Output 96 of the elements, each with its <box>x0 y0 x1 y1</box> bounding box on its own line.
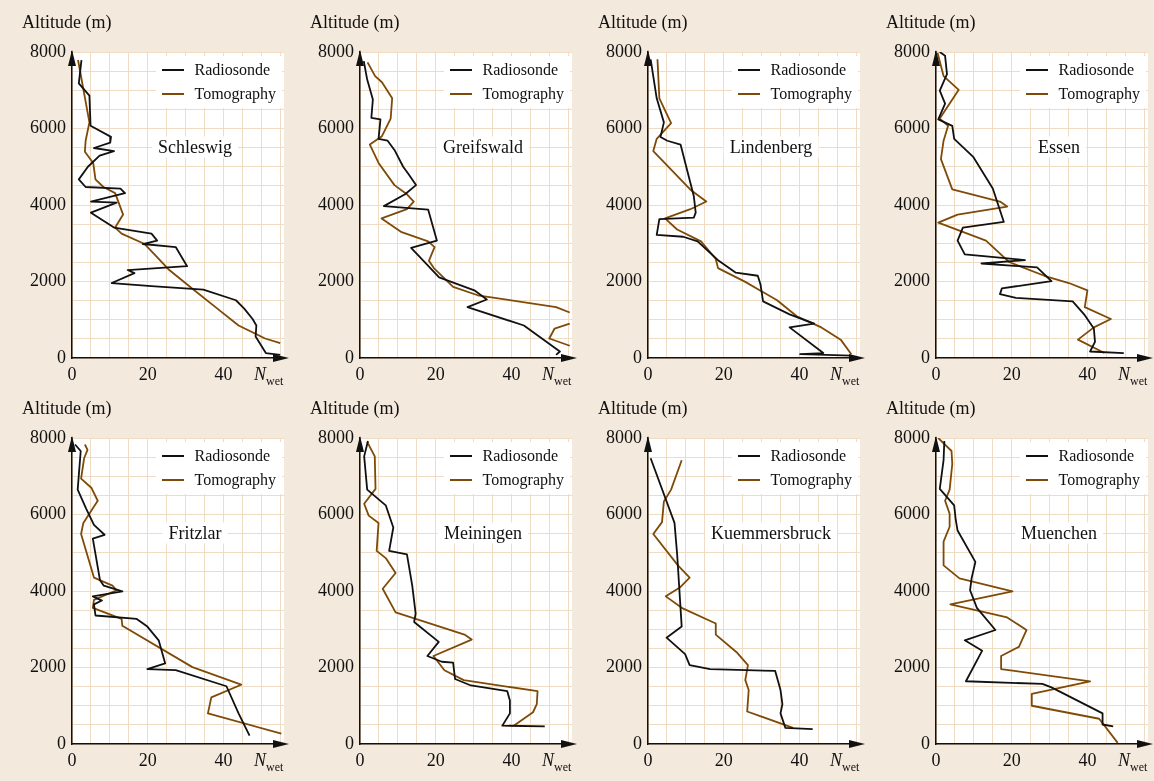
y-axis-title: Altitude (m) <box>310 398 400 419</box>
x-tick-label: 40 <box>502 749 521 770</box>
y-tick-label: 4000 <box>30 193 66 214</box>
y-tick-label: 0 <box>921 732 930 753</box>
legend-label: Radiosonde <box>770 447 847 465</box>
y-axis-title: Altitude (m) <box>598 398 688 419</box>
legend-label: Tomography <box>194 85 276 103</box>
legend-label: Tomography <box>770 471 852 489</box>
y-tick-label: 8000 <box>894 426 930 447</box>
x-tick-label: 20 <box>714 363 733 384</box>
y-tick-label: 2000 <box>30 656 66 677</box>
y-tick-label: 6000 <box>30 503 66 524</box>
y-axis-title: Altitude (m) <box>22 398 112 419</box>
y-tick-label: 2000 <box>894 656 930 677</box>
text: Kuemmersbruck <box>704 522 837 544</box>
text: Muenchen <box>1014 522 1103 544</box>
y-tick-label: 2000 <box>606 656 642 677</box>
x-tick-label: 40 <box>1078 363 1097 384</box>
text: Greifswald <box>436 136 529 158</box>
legend-label: Radiosonde <box>482 447 559 465</box>
legend-label: Radiosonde <box>1058 447 1135 465</box>
y-tick-label: 8000 <box>318 40 354 61</box>
y-tick-label: 0 <box>345 732 354 753</box>
x-tick-label: 40 <box>214 363 233 384</box>
y-tick-label: 4000 <box>318 193 354 214</box>
y-tick-label: 6000 <box>894 503 930 524</box>
x-axis-title: N$_{wet}$ <box>254 750 284 775</box>
x-axis-title: N$_{wet}$ <box>542 364 572 389</box>
x-tick-label: 20 <box>426 749 445 770</box>
y-tick-label: 4000 <box>894 579 930 600</box>
y-tick-label: 0 <box>57 346 66 367</box>
x-tick-label: 20 <box>1002 363 1021 384</box>
legend-label: Tomography <box>770 85 852 103</box>
x-tick-label: 20 <box>138 749 157 770</box>
x-tick-label: 20 <box>714 749 733 770</box>
legend-label: Tomography <box>194 471 276 489</box>
y-tick-label: 6000 <box>894 117 930 138</box>
x-tick-label: 40 <box>790 363 809 384</box>
y-tick-label: 0 <box>345 346 354 367</box>
x-axis-title: N$_{wet}$ <box>830 750 860 775</box>
x-axis-title: N$_{wet}$ <box>1118 750 1148 775</box>
x-axis-title: N$_{wet}$ <box>542 750 572 775</box>
legend-label: Radiosonde <box>194 61 271 79</box>
y-axis-title: Altitude (m) <box>598 12 688 33</box>
y-axis-title: Altitude (m) <box>22 12 112 33</box>
y-tick-label: 4000 <box>318 579 354 600</box>
text: Schleswig <box>151 136 238 158</box>
y-tick-label: 6000 <box>606 503 642 524</box>
y-tick-label: 0 <box>57 732 66 753</box>
legend-label: Tomography <box>1058 85 1140 103</box>
text: Lindenberg <box>723 136 819 158</box>
x-tick-label: 40 <box>790 749 809 770</box>
y-axis-title: Altitude (m) <box>886 12 976 33</box>
y-tick-label: 8000 <box>606 426 642 447</box>
y-tick-label: 2000 <box>318 270 354 291</box>
text: Fritzlar <box>162 522 228 544</box>
x-tick-label: 40 <box>214 749 233 770</box>
y-tick-label: 4000 <box>30 579 66 600</box>
y-tick-label: 0 <box>633 346 642 367</box>
y-tick-label: 2000 <box>606 270 642 291</box>
x-tick-label: 20 <box>138 363 157 384</box>
legend-label: Radiosonde <box>482 61 559 79</box>
y-tick-label: 2000 <box>318 656 354 677</box>
y-tick-label: 2000 <box>30 270 66 291</box>
x-tick-label: 20 <box>426 363 445 384</box>
legend-label: Tomography <box>482 471 564 489</box>
y-axis-title: Altitude (m) <box>310 12 400 33</box>
legend-label: Radiosonde <box>1058 61 1135 79</box>
y-tick-label: 6000 <box>606 117 642 138</box>
legend-label: Radiosonde <box>770 61 847 79</box>
y-axis-title: Altitude (m) <box>886 398 976 419</box>
x-axis-title: N$_{wet}$ <box>254 364 284 389</box>
y-tick-label: 8000 <box>30 40 66 61</box>
y-tick-label: 6000 <box>30 117 66 138</box>
legend-label: Tomography <box>482 85 564 103</box>
x-axis-title: N$_{wet}$ <box>1118 364 1148 389</box>
y-tick-label: 4000 <box>606 579 642 600</box>
y-tick-label: 8000 <box>318 426 354 447</box>
y-tick-label: 4000 <box>894 193 930 214</box>
y-tick-label: 0 <box>921 346 930 367</box>
legend-label: Tomography <box>1058 471 1140 489</box>
text: Essen <box>1031 136 1086 158</box>
y-tick-label: 4000 <box>606 193 642 214</box>
y-tick-label: 8000 <box>30 426 66 447</box>
legend-label: Radiosonde <box>194 447 271 465</box>
y-tick-label: 2000 <box>894 270 930 291</box>
y-tick-label: 8000 <box>606 40 642 61</box>
text: Meiningen <box>437 522 528 544</box>
y-tick-label: 6000 <box>318 117 354 138</box>
x-tick-label: 20 <box>1002 749 1021 770</box>
x-axis-title: N$_{wet}$ <box>830 364 860 389</box>
y-tick-label: 6000 <box>318 503 354 524</box>
y-tick-label: 0 <box>633 732 642 753</box>
x-tick-label: 40 <box>1078 749 1097 770</box>
x-tick-label: 40 <box>502 363 521 384</box>
y-tick-label: 8000 <box>894 40 930 61</box>
